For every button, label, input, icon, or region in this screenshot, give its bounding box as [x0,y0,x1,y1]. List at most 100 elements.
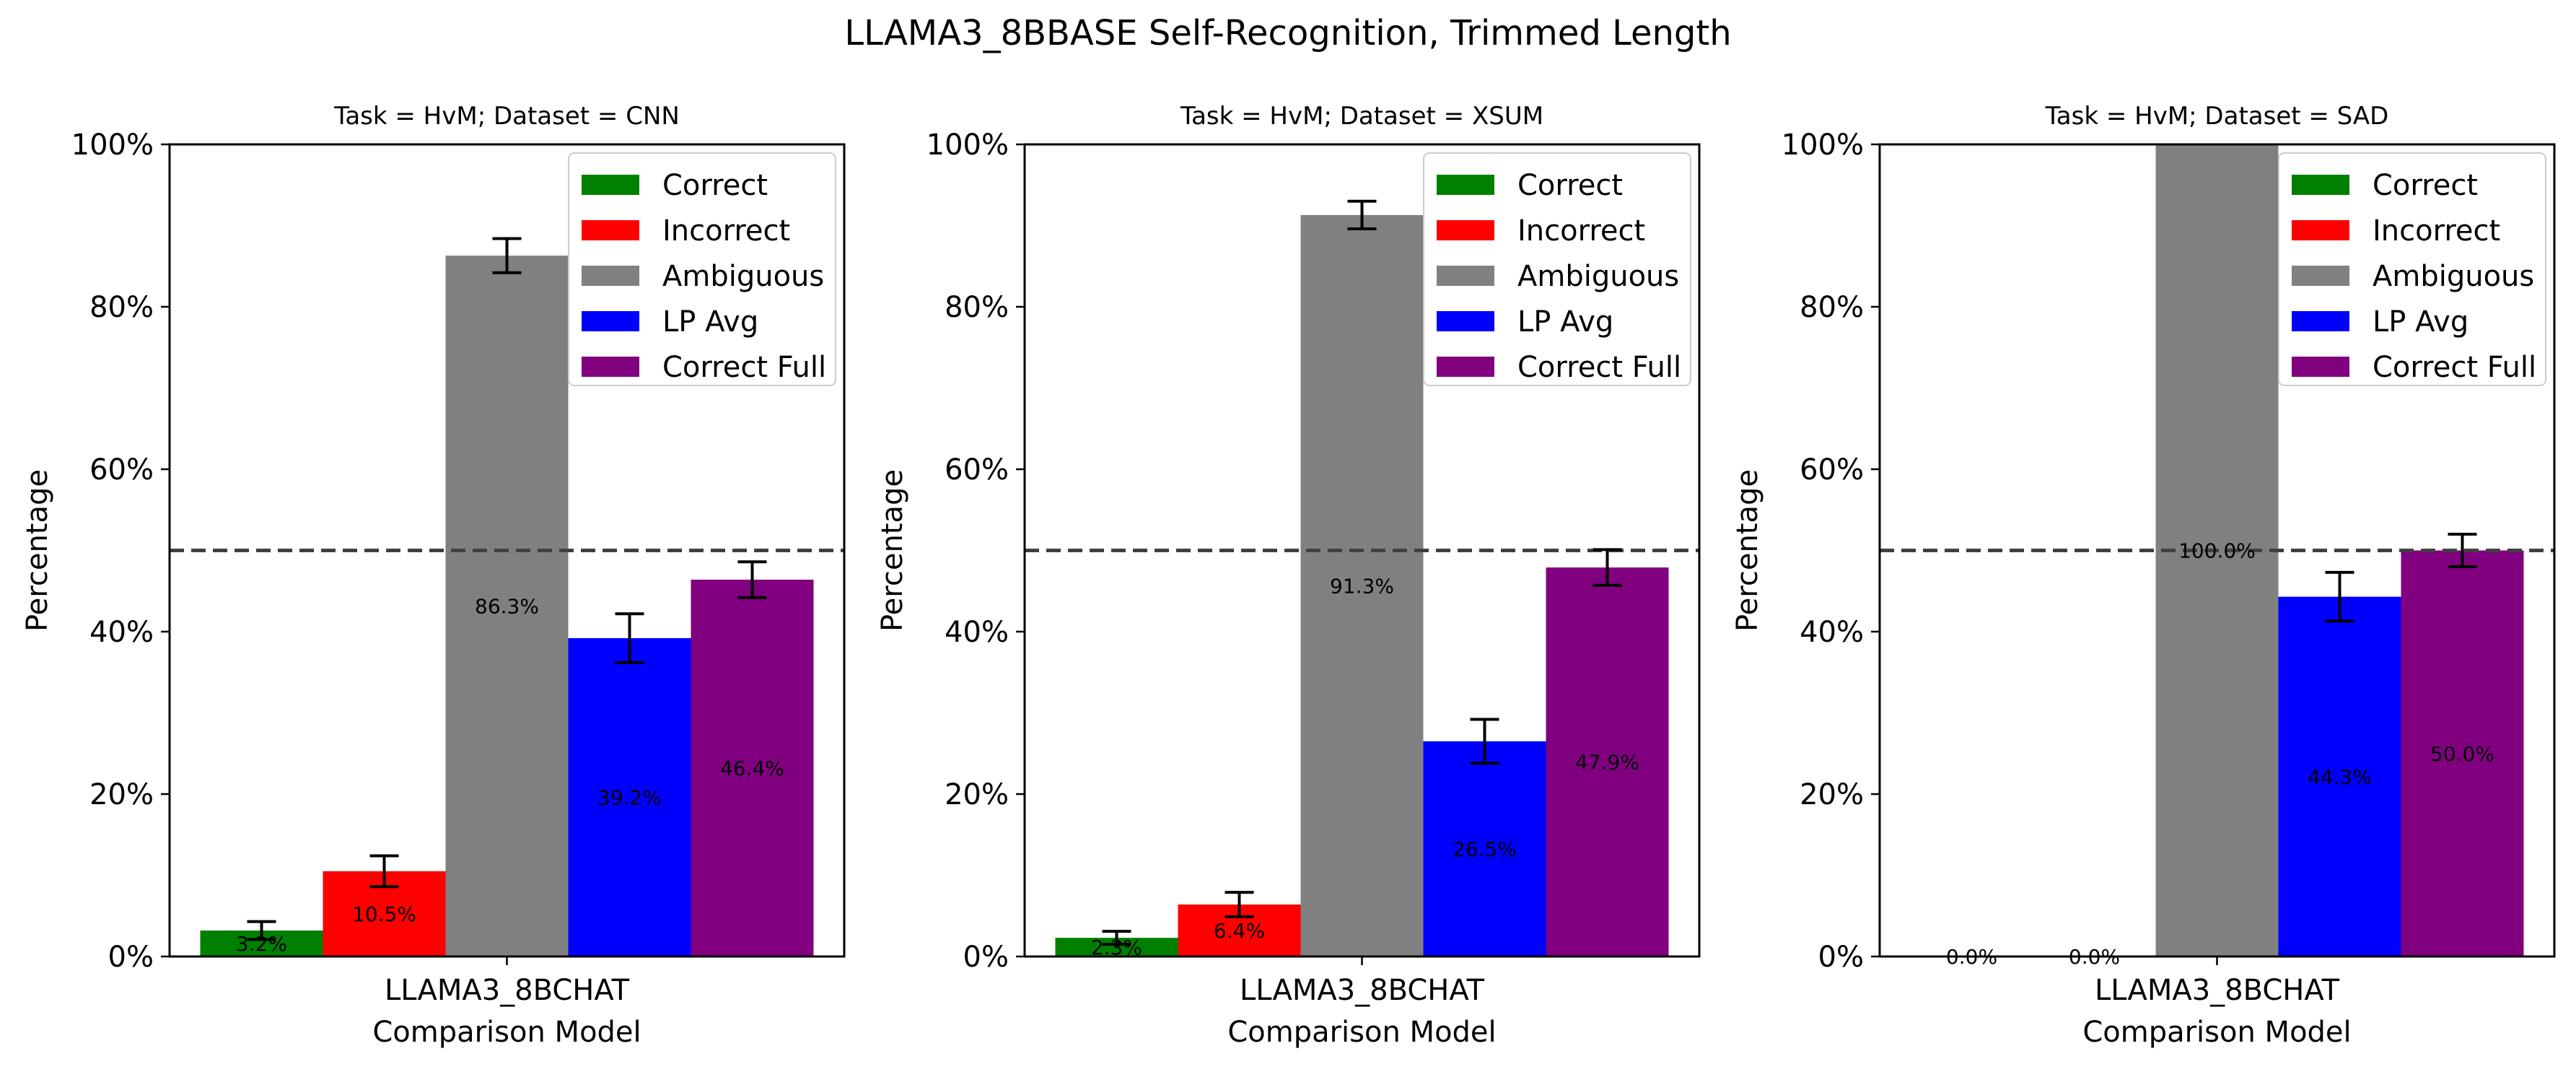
bar-lp-avg [1423,741,1546,956]
y-tick-label: 60% [945,453,1009,487]
legend: Correct Incorrect Ambiguous LP Avg Correct F… [568,152,836,386]
error-bar [1470,718,1499,765]
bar-ambiguous [445,256,569,956]
figure-title: LLAMA3_8BBASE Self-Recognition, Trimmed … [844,13,1731,53]
error-bar [369,854,399,889]
y-tick-label: 60% [1800,453,1864,487]
y-tick-label: 40% [1800,616,1864,649]
chart-panel-1: Task = HvM; Dataset = XSUM 0% 20% 40% 60% 80%… [876,102,1701,1049]
legend-label: Incorrect [1517,214,1645,248]
legend-label: Incorrect [662,214,790,248]
x-axis-label: Comparison Model [1227,1016,1496,1049]
legend-swatch [582,311,639,331]
data-label: 47.9% [1575,751,1639,775]
error-bar [615,612,644,664]
bar-lp-avg [568,638,691,956]
legend-label: LP Avg [2373,305,2468,339]
y-tick-label: 100% [1782,128,1864,162]
panel-title: Task = HvM; Dataset = SAD [2045,102,2389,131]
y-axis-label: Percentage [1731,469,1764,632]
x-axis-label: Comparison Model [372,1016,641,1049]
bars [1055,214,1669,956]
bar-correct-full [2401,550,2524,956]
error-bar [1593,548,1622,587]
legend-label: Correct [1517,169,1623,202]
bar-correct-full [1546,567,1669,956]
panels: Task = HvM; Dataset = CNN 0% 20% 40% 60% 80% 1… [21,102,2556,1049]
bar-correct-full [691,580,814,956]
y-axis-label: Percentage [21,469,54,632]
x-tick-label: LLAMA3_8BCHAT [385,974,630,1007]
legend-label: Correct Full [2373,351,2536,384]
legend: Correct Incorrect Ambiguous LP Avg Correct F… [1423,152,1691,386]
y-tick-label: 20% [89,778,154,811]
legend-swatch [1437,220,1494,240]
chart-panel-0: Task = HvM; Dataset = CNN 0% 20% 40% 60% 80% 1… [21,102,846,1049]
legend-swatch [2292,220,2349,240]
legend-label: Ambiguous [662,260,824,293]
data-label: 6.4% [1214,919,1265,943]
legend-swatch [1437,357,1494,377]
error-bar [1347,199,1377,230]
y-tick-label: 80% [89,291,154,324]
legend-swatch [2292,311,2349,331]
legend-swatch [1437,175,1494,195]
y-tick-label: 60% [89,453,154,487]
y-tick-label: 0% [963,941,1009,974]
legend-swatch [2292,357,2349,377]
data-label: 39.2% [597,786,662,810]
legend-label: Ambiguous [1517,260,1679,293]
data-label: 46.4% [720,757,784,780]
legend-label: Incorrect [2373,214,2500,248]
y-tick-label: 40% [945,616,1009,649]
bar-ambiguous [1300,214,1424,956]
data-label: 26.5% [1453,837,1517,861]
data-label: 91.3% [1330,574,1394,598]
data-label: 86.3% [475,595,539,619]
y-axis-label: Percentage [876,469,909,632]
y-tick-label: 100% [926,128,1009,162]
data-label: 100.0% [2178,539,2256,563]
legend-label: Ambiguous [2373,260,2534,293]
legend-label: LP Avg [1517,305,1613,339]
legend-label: Correct Full [1517,351,1681,384]
chart-panel-2: Task = HvM; Dataset = SAD 0% 20% 40% 60% 80% 1… [1731,102,2556,1049]
x-tick-label: LLAMA3_8BCHAT [2095,974,2340,1007]
data-label: 50.0% [2430,742,2494,766]
error-bar [2448,533,2477,568]
legend-swatch [582,175,639,195]
panel-title: Task = HvM; Dataset = XSUM [1180,102,1543,131]
legend-swatch [582,266,639,286]
bars [200,256,814,956]
data-label: 3.2% [236,932,287,956]
legend-swatch [1437,266,1494,286]
legend-label: Correct [662,169,768,202]
y-tick-label: 20% [945,778,1009,811]
data-label: 10.5% [352,902,416,926]
legend-swatch [582,357,639,377]
legend: Correct Incorrect Ambiguous LP Avg Correct F… [2278,152,2546,386]
legend-swatch [1437,311,1494,331]
y-tick-label: 80% [945,291,1009,324]
legend-label: LP Avg [662,305,758,339]
y-tick-label: 0% [108,941,154,974]
bar-lp-avg [2278,596,2401,956]
y-tick-label: 40% [89,616,154,649]
error-bar [492,237,522,274]
error-bar [1225,891,1254,918]
y-tick-label: 80% [1800,291,1864,324]
legend-swatch [582,220,639,240]
legend-swatch [2292,175,2349,195]
x-axis-label: Comparison Model [2082,1016,2351,1049]
x-tick-label: LLAMA3_8BCHAT [1240,974,1485,1007]
y-tick-label: 100% [71,128,154,162]
data-label: 44.3% [2308,765,2372,789]
error-bar [1102,930,1131,946]
legend-swatch [2292,266,2349,286]
legend-label: Correct Full [662,351,826,384]
error-bar [247,920,276,941]
y-tick-label: 20% [1800,778,1864,811]
error-bar [737,560,767,599]
legend-label: Correct [2373,169,2478,202]
